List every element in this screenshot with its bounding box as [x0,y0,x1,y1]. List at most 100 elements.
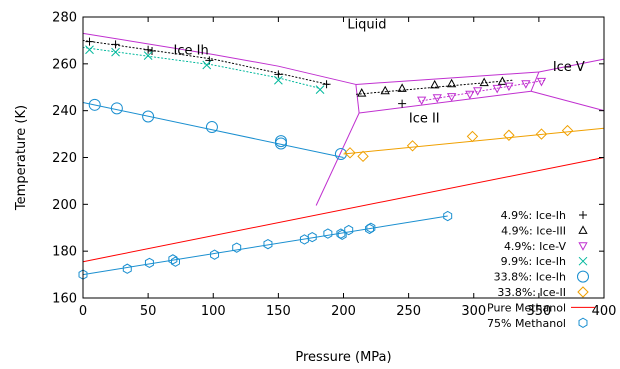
legend-marker [578,256,588,266]
series-4-9-ice-ih [82,37,407,108]
data-point [446,78,457,88]
data-point [380,85,390,95]
legend-label: 4.9%: Ice-V [504,240,567,253]
data-point [561,124,574,137]
legend-label: Pure Methanol [487,301,566,314]
legend-label: 75% Methanol [487,317,566,330]
x-tick-label: 0 [79,304,87,319]
x-tick-label: 200 [331,304,356,319]
x-tick-label: 250 [396,304,421,319]
data-point [88,98,101,111]
data-point [398,99,407,108]
y-tick-label: 240 [52,104,77,119]
data-point [323,228,333,239]
data-point [85,37,94,46]
phase-boundary-Ih-liquid [82,32,356,85]
data-point [144,45,153,54]
legend-marker [578,317,588,328]
fit-line [343,127,605,155]
legend-item-4-9-ice-iii: 4.9%: Ice-III [501,224,588,237]
phase-boundary-V-liquid [538,58,605,73]
x-tick-label: 150 [266,304,291,319]
data-point [446,93,457,102]
region-label-liquid: Liquid [347,18,386,33]
data-point [521,80,531,89]
data-point [322,80,331,89]
data-point [466,130,479,143]
data-point [357,150,369,163]
data-point [170,256,180,267]
series-33-8-ice-ii [343,124,605,163]
legend-label: 33.8%: Ice-Ih [494,271,566,284]
legend-marker [577,286,589,298]
data-point [503,129,515,141]
x-tick-label: 350 [526,304,551,319]
data-point [85,45,94,55]
y-tick-label: 220 [52,151,77,166]
data-point [397,83,407,92]
data-point [148,46,157,55]
y-tick-label: 160 [52,292,77,307]
phase-boundary-II-III [359,90,532,114]
legend-item-4-9-ice-v: 4.9%: Ice-V [504,240,588,253]
data-point [142,110,155,123]
region-label-ice-ih: Ice Ih [174,43,209,58]
data-point [357,88,367,97]
legend-marker [579,211,587,219]
data-point [536,77,547,87]
data-point [144,257,154,269]
phase-boundary-III-liquid [355,71,539,85]
data-point [111,40,120,49]
data-point [307,231,317,243]
data-point [497,76,508,85]
legend-marker [578,225,588,234]
data-point [274,70,283,79]
data-point [274,137,287,150]
data-point [432,94,442,103]
data-point [492,84,502,94]
data-point [430,79,440,89]
phase-boundaries [82,32,605,206]
data-point [344,224,354,236]
data-point [406,140,419,152]
data-point [417,96,427,106]
phase-boundary-III-V [530,71,540,92]
series-4-9-ice-v [417,77,547,106]
phase-boundary-II-V [530,90,605,112]
data-point [274,75,283,85]
data-point [535,128,548,140]
legend-item-33-8-ice-ii: 33.8%: Ice-II [497,286,589,299]
fit-line [82,101,344,158]
y-axis-label: Temperature (K) [14,105,29,211]
legend: 4.9%: Ice-Ih 4.9%: Ice-III 4.9%: Ice-V 9.9%… [487,209,595,330]
legend-item-33-8-ice-ih: 33.8%: Ice-Ih [494,270,589,284]
series-75-methanol [78,210,453,280]
series-9-9-ice-ih [82,45,325,94]
data-point [479,77,489,87]
legend-item-4-9-ice-ih: 4.9%: Ice-Ih [501,209,587,222]
data-point [263,238,273,250]
data-point [344,147,356,159]
data-point [443,210,453,222]
y-tick-label: 260 [52,57,77,72]
legend-marker [578,242,588,251]
series-line [82,157,605,263]
x-axis-label: Pressure (MPa) [295,350,391,365]
region-labels: Liquid Ice Ih Ice II Ice V [174,18,585,127]
data-point [315,85,325,94]
data-point [473,87,483,96]
legend-item-pure-methanol: Pure Methanol [487,301,595,314]
data-point [110,102,123,115]
legend-label: 9.9%: Ice-Ih [501,255,566,268]
data-point [274,135,287,148]
phase-boundary-Ih-II [315,112,360,206]
y-tick-label: 200 [52,198,77,213]
legend-item-9-9-ice-ih: 9.9%: Ice-Ih [501,255,588,268]
data-point [202,60,212,70]
data-point [143,51,153,60]
y-tick-label: 280 [52,11,77,26]
legend-marker [577,270,589,283]
data-point [168,254,178,265]
data-point [122,263,132,274]
data-point [504,82,514,92]
